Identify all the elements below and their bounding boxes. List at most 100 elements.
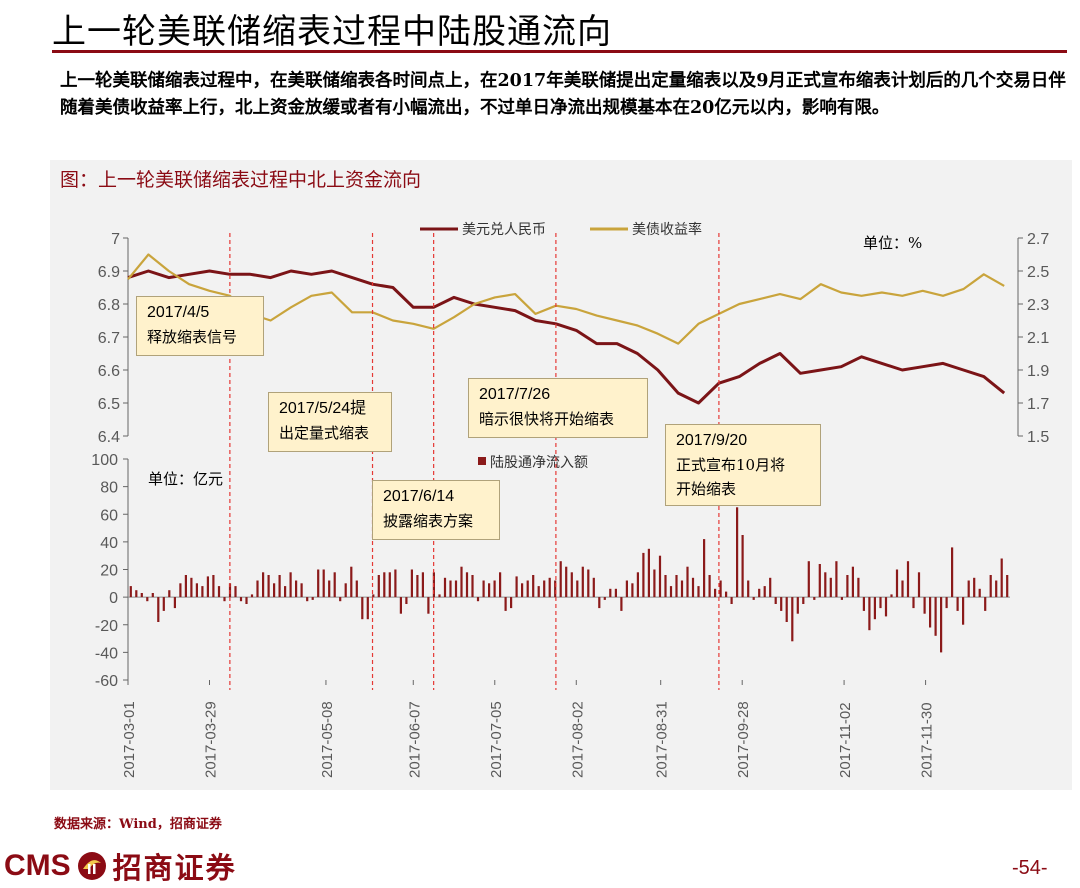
flow-bar (813, 597, 816, 600)
flow-bar (840, 597, 843, 600)
flow-bar (306, 597, 309, 602)
flow-bar (135, 590, 138, 598)
annotation-box: 2017/9/20 正式宣布10月将 开始缩表 (665, 424, 821, 506)
flow-bar (548, 577, 551, 598)
bar-y-tick-label: -40 (95, 645, 118, 662)
title-divider (52, 50, 1067, 53)
flow-bar (989, 575, 992, 598)
flow-bar (631, 583, 634, 598)
flow-bar (416, 575, 419, 598)
x-tick-label: 2017-07-05 (488, 701, 505, 778)
flow-bar (802, 597, 805, 604)
flow-bar (609, 588, 612, 598)
unit-label-yiyuan: 单位：亿元 (148, 470, 223, 488)
flow-bar (179, 583, 182, 598)
flow-bar (851, 566, 854, 598)
flow-bar (427, 597, 430, 614)
flow-bar (576, 580, 579, 598)
flow-bar (884, 597, 888, 617)
right-tick-label: 2.7 (1027, 231, 1049, 248)
annotation-date: 2017/7/26 (479, 386, 551, 403)
x-tick-label: 2017-03-29 (203, 701, 220, 778)
left-tick-label: 6.9 (98, 264, 120, 281)
bar-y-tick-label: 80 (100, 480, 118, 497)
usdcny-series-line (127, 269, 1006, 405)
flow-bar (570, 572, 573, 598)
us-yield-series-line (127, 253, 1005, 345)
flow-bar (328, 580, 331, 598)
flow-bar (256, 580, 259, 598)
flow-bar (945, 597, 948, 609)
flow-bar (317, 569, 320, 598)
flow-bar (565, 566, 568, 598)
flow-bar (499, 572, 502, 598)
flow-bar (311, 597, 314, 600)
logo-badge-icon (77, 852, 106, 880)
flow-bar (140, 593, 143, 598)
flow-bar (173, 597, 176, 609)
flow-bar (719, 580, 722, 598)
annotation-text: 正式宣布10月将 (676, 456, 786, 474)
annotation-date: 2017/5/24提 (279, 400, 367, 417)
flow-bar (454, 580, 458, 598)
x-tick-label: 2017-06-07 (406, 701, 423, 778)
flow-bar (587, 569, 590, 598)
x-tick-label: 2017-11-30 (919, 702, 936, 778)
right-tick-label: 1.5 (1027, 429, 1049, 446)
flow-bar (388, 572, 391, 598)
flow-bar (488, 583, 491, 598)
flow-bar (465, 572, 469, 598)
flow-bar (603, 597, 606, 600)
flow-bar (730, 597, 733, 604)
flow-bar (763, 586, 766, 598)
flow-bar (995, 580, 998, 598)
flow-bar (162, 597, 165, 611)
bar-y-tick-label: 100 (91, 452, 118, 469)
flow-bar (940, 597, 943, 653)
flow-bar (250, 594, 254, 598)
flow-bar (780, 597, 783, 611)
flow-bar (890, 594, 893, 598)
x-tick-label: 2017-08-02 (569, 701, 586, 778)
flow-bar (785, 597, 788, 622)
flow-bar (675, 575, 678, 598)
left-tick-label: 6.7 (98, 330, 120, 347)
annotation-text: 暗示很快将开始缩表 (479, 410, 615, 428)
flow-bar (868, 597, 871, 631)
flow-bar (383, 572, 386, 598)
flow-bar (405, 597, 408, 604)
annotation-text: 披露缩表方案 (383, 512, 474, 530)
page-number: -54- (1012, 857, 1048, 879)
annotation-box: 2017/4/5 释放缩表信号 (136, 296, 264, 356)
bar-y-tick-label: 0 (109, 590, 118, 607)
flow-bar (239, 597, 243, 602)
flow-bar (956, 597, 959, 611)
flow-bar (366, 597, 369, 620)
flow-bar (752, 597, 755, 600)
legend-usdcny-label: 美元兑人民币 (462, 222, 546, 238)
flow-bar (769, 577, 772, 598)
flow-bar (322, 569, 325, 598)
flow-bar (526, 580, 529, 598)
flow-bar (399, 597, 402, 614)
unit-label-percent: 单位：% (863, 234, 922, 252)
flow-bar (333, 572, 336, 598)
legend-flow-swatch (478, 457, 486, 465)
flow-bar (515, 576, 518, 598)
flow-bar (917, 572, 921, 598)
logo-text: CMS (4, 849, 71, 882)
flow-bar (504, 597, 507, 611)
flow-bar (129, 586, 132, 598)
flow-bar (201, 586, 204, 598)
flow-bar (691, 577, 695, 598)
flow-bar (973, 577, 976, 598)
flow-bar (168, 590, 171, 598)
flow-bar (923, 597, 926, 614)
bar-y-tick-label: 40 (100, 535, 118, 552)
left-tick-label: 6.5 (98, 396, 120, 413)
flow-bar (951, 547, 954, 598)
flow-bar (620, 597, 623, 611)
flow-bar (157, 597, 160, 622)
bar-y-tick-label: -60 (95, 673, 118, 690)
